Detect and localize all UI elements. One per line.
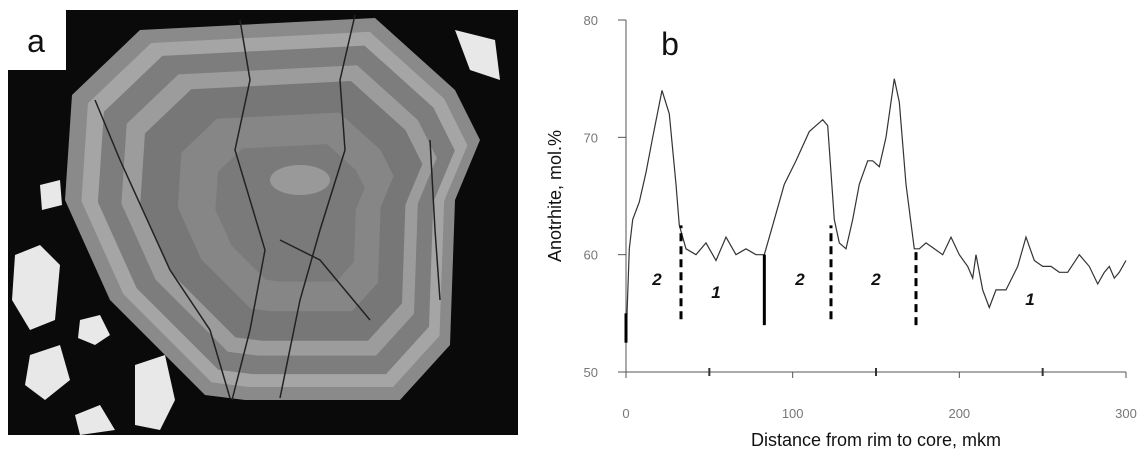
x-tick-label: 300 bbox=[1115, 406, 1137, 421]
panel-label-box bbox=[8, 10, 66, 70]
x-tick-label: 0 bbox=[622, 406, 629, 421]
y-tick-label: 60 bbox=[584, 248, 598, 263]
y-tick-label: 70 bbox=[584, 130, 598, 145]
x-tick-label: 100 bbox=[782, 406, 804, 421]
zone-label: 1 bbox=[1025, 290, 1034, 309]
panel-label: b bbox=[661, 26, 679, 62]
zone-label: 2 bbox=[651, 270, 662, 289]
zone-label: 2 bbox=[870, 270, 881, 289]
x-tick-label: 200 bbox=[948, 406, 970, 421]
y-tick-label: 80 bbox=[584, 13, 598, 28]
chart: b Distance from rim to core, mkm Anotrhi… bbox=[545, 13, 1137, 450]
data-line bbox=[625, 78, 1127, 343]
micrograph: a bbox=[8, 10, 518, 435]
zone-label: 1 bbox=[711, 283, 720, 302]
zone-label: 2 bbox=[794, 270, 805, 289]
y-tick-label: 50 bbox=[584, 365, 598, 380]
cracks bbox=[94, 14, 441, 401]
y-axis-label: Anotrhite, mol.% bbox=[545, 130, 565, 262]
x-axis-label: Distance from rim to core, mkm bbox=[751, 430, 1001, 450]
panel-label: a bbox=[27, 23, 45, 59]
crystal bbox=[65, 18, 480, 400]
mineral-grains bbox=[12, 30, 500, 435]
